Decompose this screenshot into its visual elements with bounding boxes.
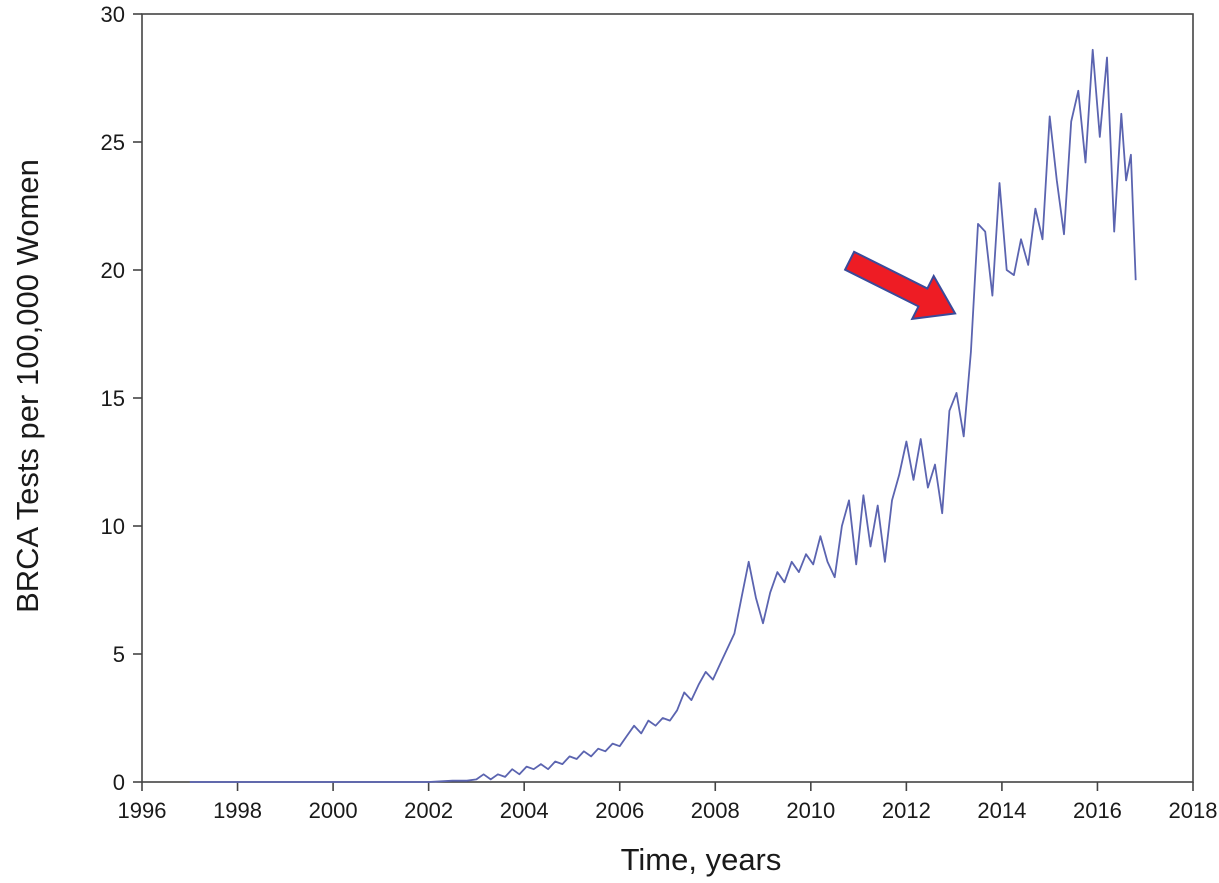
red-arrow-annotation-icon: [843, 250, 957, 321]
x-axis-title: Time, years: [621, 842, 782, 877]
x-tick-label: 2002: [404, 798, 453, 823]
x-axis: 1996 1998 2000 2002 2004 2006 2008 2010 2012 2014…: [118, 782, 1218, 823]
x-tick-label: 2016: [1073, 798, 1122, 823]
y-tick-label: 20: [101, 258, 125, 283]
y-tick-label: 25: [101, 130, 125, 155]
y-axis: 0 5 10 15 20 25 30: [101, 2, 142, 795]
x-tick-label: 2008: [691, 798, 740, 823]
x-tick-label: 2004: [500, 798, 549, 823]
x-tick-label: 1996: [118, 798, 167, 823]
x-tick-label: 1998: [213, 798, 262, 823]
x-tick-label: 2000: [309, 798, 358, 823]
y-tick-label: 30: [101, 2, 125, 27]
y-tick-label: 5: [113, 642, 125, 667]
y-tick-label: 15: [101, 386, 125, 411]
plot-frame: [141, 13, 1194, 783]
x-tick-label: 2012: [882, 798, 931, 823]
x-tick-label: 2010: [786, 798, 835, 823]
x-tick-label: 2006: [595, 798, 644, 823]
y-tick-label: 0: [113, 770, 125, 795]
y-tick-label: 10: [101, 514, 125, 539]
x-tick-label: 2014: [977, 798, 1026, 823]
series-line-brca-tests: [189, 48, 1137, 783]
x-tick-label: 2018: [1169, 798, 1218, 823]
y-axis-title: BRCA Tests per 100,000 Women: [10, 159, 45, 613]
